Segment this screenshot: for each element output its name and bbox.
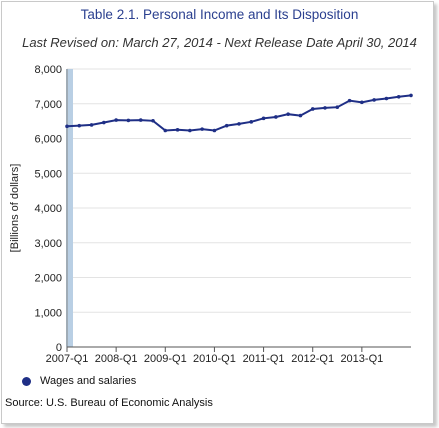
period-highlight-band [66, 69, 73, 347]
data-point [65, 124, 69, 129]
data-point [249, 120, 254, 124]
legend-marker-icon [22, 376, 31, 386]
data-point [126, 118, 131, 123]
data-point [335, 105, 340, 110]
data-point [188, 128, 192, 133]
chart-frame [1, 1, 434, 424]
data-point [298, 113, 303, 118]
y-tick-label: 2,000 [34, 273, 62, 285]
x-tick-label: 2008-Q1 [95, 353, 138, 365]
data-point [360, 100, 364, 105]
data-point [372, 98, 376, 102]
data-point [163, 128, 168, 133]
data-point [89, 123, 94, 127]
y-tick-label: 8,000 [34, 64, 62, 76]
legend: Wages and salaries [22, 375, 136, 387]
y-tick-label: 6,000 [34, 134, 62, 146]
y-tick-label: 3,000 [34, 238, 62, 250]
data-point [77, 123, 82, 128]
data-point [151, 118, 155, 123]
data-point [114, 118, 118, 122]
data-point [138, 118, 143, 122]
y-tick-label: 1,000 [34, 307, 62, 319]
data-point [323, 106, 327, 110]
data-point [102, 120, 106, 125]
legend-label: Wages and salaries [40, 375, 137, 387]
x-tick-label: 2007-Q1 [46, 353, 89, 365]
y-tick-label: 7,000 [34, 99, 62, 111]
y-tick-label: 0 [56, 342, 62, 354]
x-tick-label: 2012-Q1 [291, 353, 334, 365]
data-point [237, 122, 241, 126]
data-point [310, 107, 315, 111]
data-point [274, 115, 278, 119]
data-point [396, 95, 401, 99]
y-tick-label: 4,000 [34, 203, 62, 215]
chart-subtitle: Last Revised on: March 27, 2014 - Next R… [22, 35, 417, 50]
data-point [224, 123, 229, 128]
data-point [200, 127, 204, 131]
data-point [384, 96, 389, 101]
data-point [347, 98, 352, 103]
x-tick-label: 2011-Q1 [243, 353, 285, 365]
data-point [286, 112, 290, 116]
x-tick-label: 2010-Q1 [193, 353, 236, 365]
data-point [261, 116, 266, 121]
chart-title: Table 2.1. Personal Income and Its Dispo… [80, 7, 359, 22]
source-note: Source: U.S. Bureau of Economic Analysis [5, 397, 213, 409]
data-point [175, 128, 180, 132]
x-tick-label: 2009-Q1 [144, 353, 187, 365]
data-point [212, 128, 217, 133]
y-tick-label: 5,000 [34, 168, 62, 180]
data-point [409, 93, 413, 98]
y-axis-title: [Billions of dollars] [9, 164, 21, 253]
x-tick-label: 2013-Q1 [340, 353, 383, 365]
